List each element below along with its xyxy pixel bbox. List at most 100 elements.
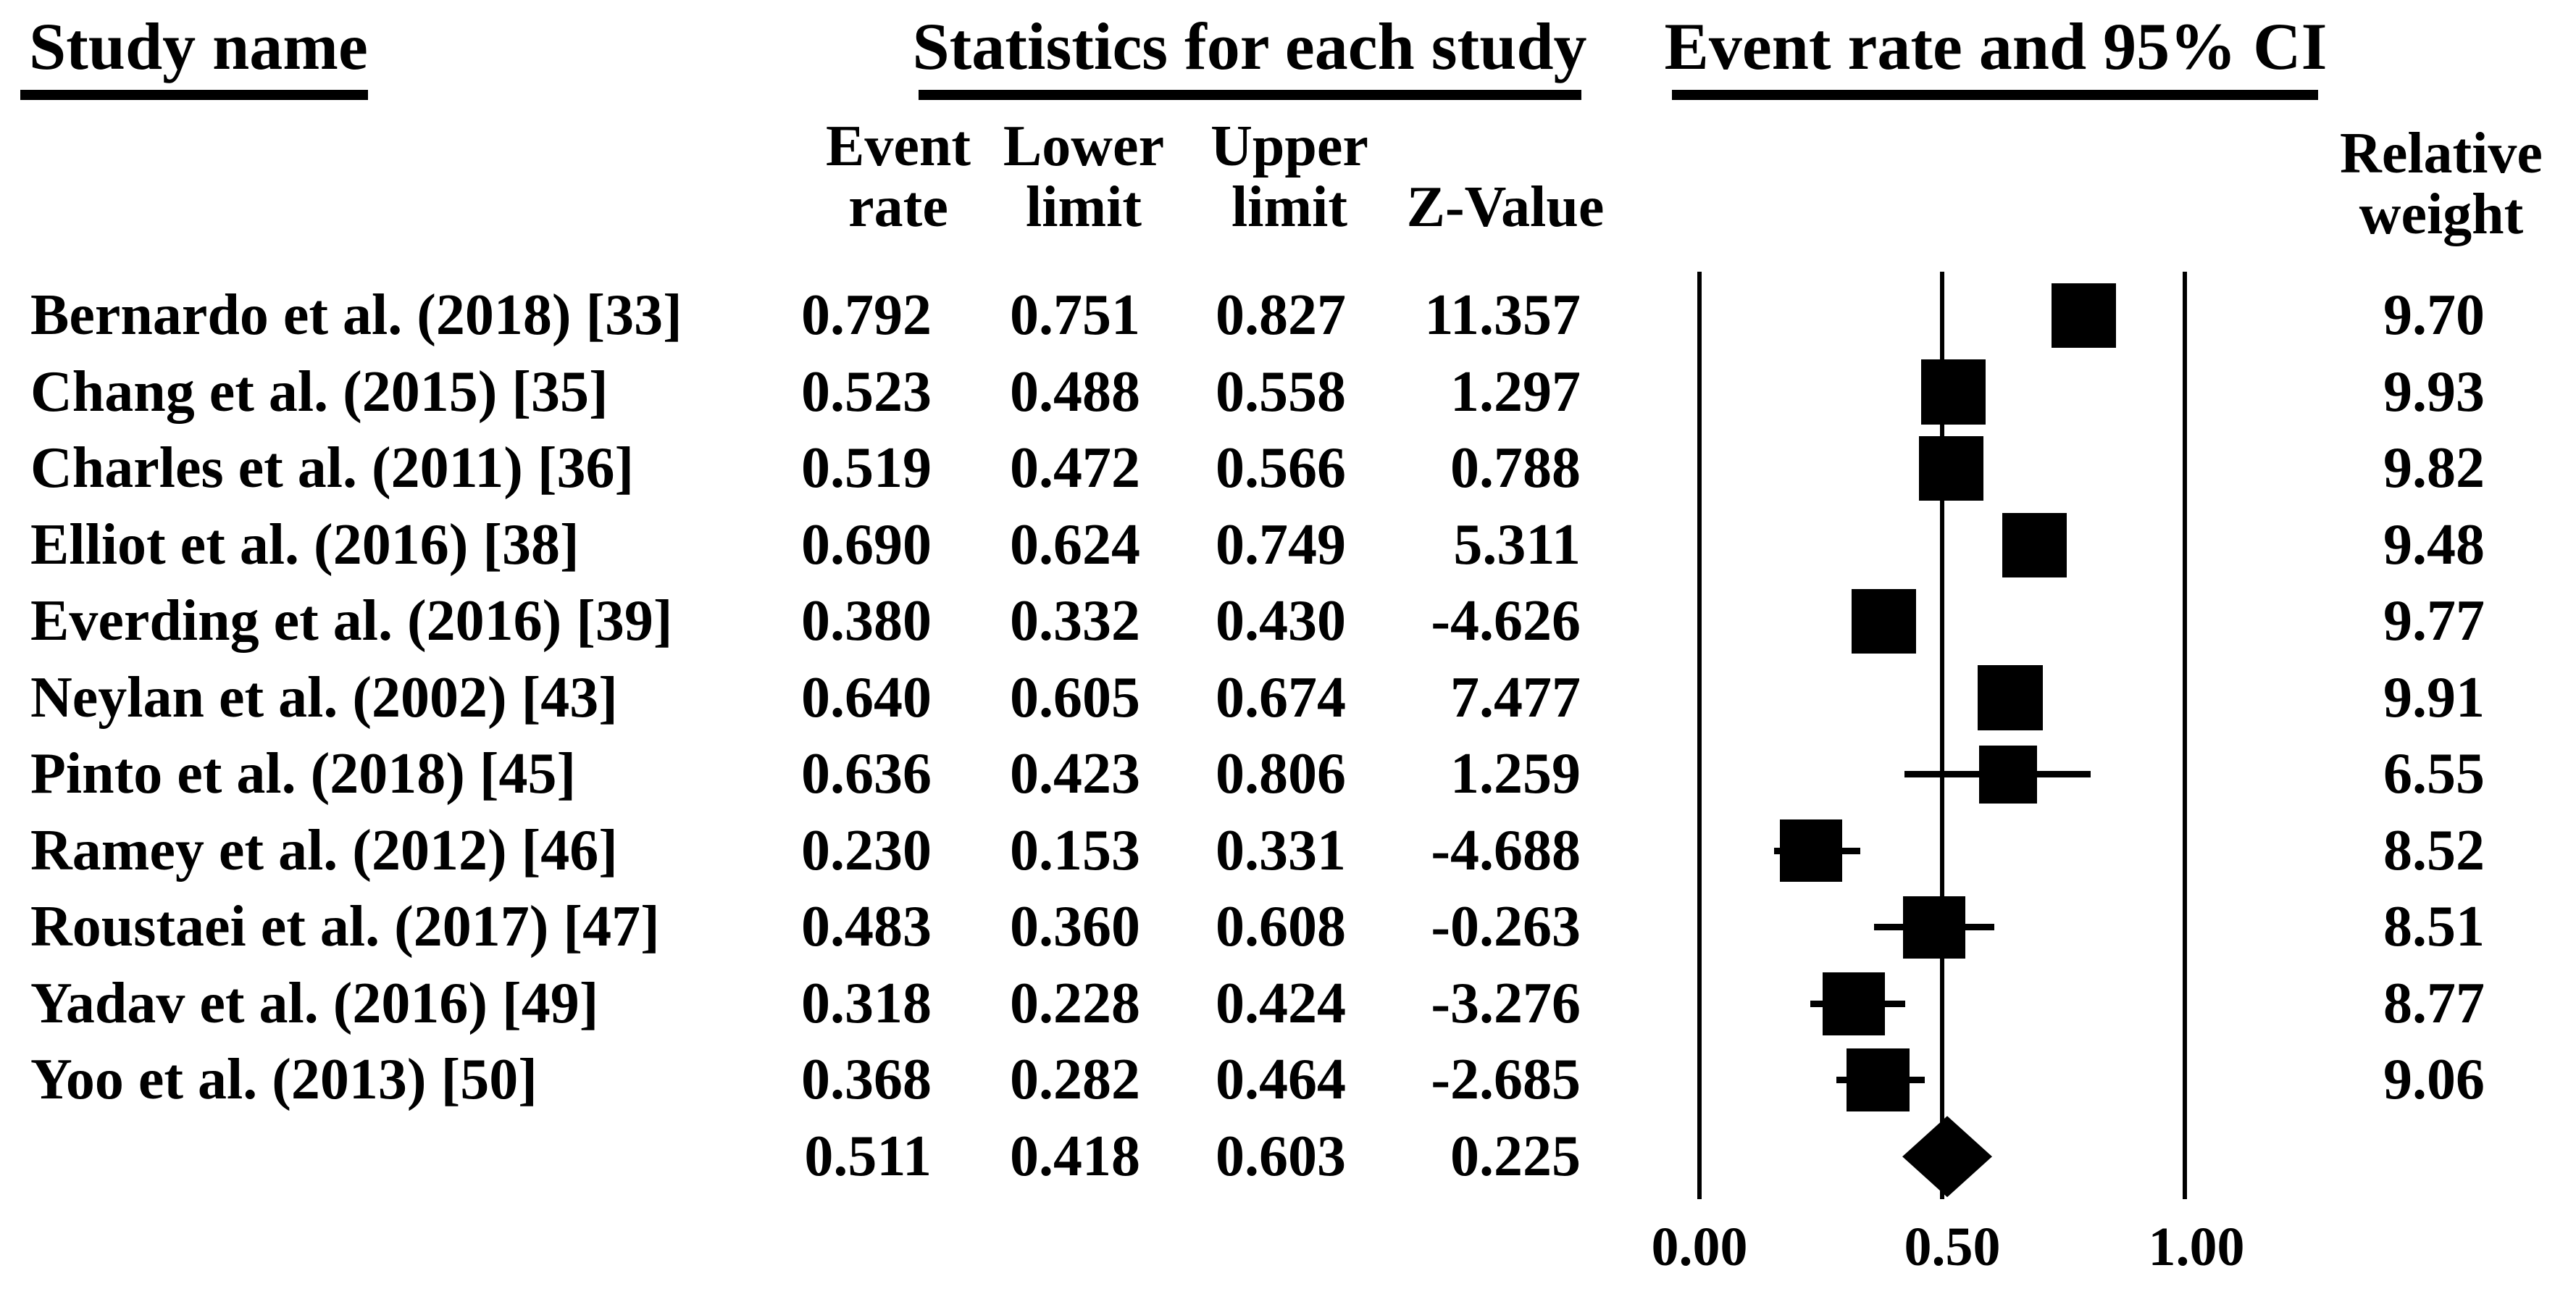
table-row: Neylan et al. (2002) [43] 0.640 0.605 0.674…	[0, 660, 2576, 737]
upper-limit-cell: 0.827	[1216, 283, 1346, 347]
upper-limit-cell: 0.674	[1216, 665, 1346, 730]
event-rate-cell: 0.792	[801, 283, 932, 347]
relative-weight-header-line1: Relative	[2340, 122, 2543, 185]
statistics-column-title: Statistics for each study	[912, 9, 1587, 83]
lower-limit-cell: 0.605	[1010, 665, 1140, 730]
relative-weight-cell: 9.82	[2383, 436, 2485, 500]
lower-limit-cell: 0.228	[1010, 971, 1140, 1035]
event-rate-cell: 0.318	[801, 971, 932, 1035]
z-value-cell: 7.477	[1450, 665, 1581, 730]
table-row: Roustaei et al. (2017) [47] 0.483 0.360 0.6…	[0, 889, 2576, 966]
lower-limit-cell: 0.282	[1010, 1048, 1140, 1111]
lower-limit-cell: 0.418	[1010, 1124, 1140, 1188]
axis-vline	[1697, 272, 1702, 1199]
lower-limit-header-line2: limit	[1026, 175, 1142, 239]
event-rate-square	[2052, 283, 2117, 349]
study-name-cell: Roustaei et al. (2017) [47]	[30, 895, 660, 959]
study-name-cell: Everding et al. (2016) [39]	[30, 589, 673, 653]
upper-limit-cell: 0.464	[1216, 1048, 1346, 1111]
relative-weight-cell: 8.51	[2383, 895, 2485, 959]
relative-weight-cell: 9.48	[2383, 512, 2485, 577]
lower-limit-cell: 0.472	[1010, 436, 1140, 500]
lower-limit-cell: 0.624	[1010, 512, 1140, 577]
event-rate-square	[1977, 665, 2043, 731]
x-tick-label: 1.00	[2148, 1217, 2245, 1277]
event-rate-cell: 0.368	[801, 1048, 932, 1111]
study-name-underline	[20, 90, 368, 100]
relative-weight-column-header: Relative weight	[2289, 123, 2576, 245]
event-rate-cell: 0.483	[801, 895, 932, 959]
upper-limit-cell: 0.603	[1216, 1124, 1346, 1188]
forest-plot-area	[1697, 272, 2187, 1199]
relative-weight-cell: 9.91	[2383, 665, 2485, 730]
lower-limit-column-header: Lower limit	[939, 116, 1229, 238]
event-rate-square	[1978, 745, 2038, 804]
summary-row: 0.511 0.418 0.603 0.225	[0, 1119, 2576, 1196]
event-rate-cell: 0.523	[801, 359, 932, 424]
lower-limit-cell: 0.332	[1010, 589, 1140, 653]
event-rate-square	[1846, 1048, 1910, 1112]
event-rate-ci-underline	[1672, 90, 2318, 100]
table-row: Everding et al. (2016) [39] 0.380 0.332 0.4…	[0, 583, 2576, 660]
event-rate-cell: 0.519	[801, 436, 932, 500]
relative-weight-header-line2: weight	[2359, 183, 2524, 246]
event-rate-header-line2: rate	[848, 175, 948, 239]
upper-limit-header-line2: limit	[1231, 175, 1347, 239]
event-rate-cell: 0.690	[801, 512, 932, 577]
upper-limit-cell: 0.430	[1216, 589, 1346, 653]
study-name-cell: Neylan et al. (2002) [43]	[30, 665, 618, 730]
upper-limit-cell: 0.608	[1216, 895, 1346, 959]
event-rate-cell: 0.640	[801, 665, 932, 730]
upper-limit-header-line1: Upper	[1210, 114, 1368, 178]
z-value-cell: 0.225	[1450, 1124, 1581, 1188]
lower-limit-cell: 0.423	[1010, 742, 1140, 806]
lower-limit-cell: 0.488	[1010, 359, 1140, 424]
z-value-cell: 1.259	[1450, 742, 1581, 806]
study-name-cell: Charles et al. (2011) [36]	[30, 436, 635, 500]
table-row: Elliot et al. (2016) [38] 0.690 0.624 0.749…	[0, 507, 2576, 584]
upper-limit-column-header: Upper limit	[1145, 116, 1434, 238]
z-value-cell: 5.311	[1453, 512, 1581, 577]
table-row: Yoo et al. (2013) [50] 0.368 0.282 0.464 -2.…	[0, 1042, 2576, 1119]
event-rate-cell: 0.380	[801, 589, 932, 653]
study-name-cell: Elliot et al. (2016) [38]	[30, 512, 580, 577]
relative-weight-cell: 6.55	[2383, 742, 2485, 806]
upper-limit-cell: 0.749	[1216, 512, 1346, 577]
upper-limit-cell: 0.806	[1216, 742, 1346, 806]
study-name-cell: Ramey et al. (2012) [46]	[30, 818, 618, 883]
event-rate-square	[1822, 972, 1886, 1035]
relative-weight-cell: 9.06	[2383, 1048, 2485, 1111]
x-tick-label: 0.50	[1904, 1217, 2001, 1277]
study-name-cell: Bernardo et al. (2018) [33]	[30, 283, 682, 347]
lower-limit-header-line1: Lower	[1003, 114, 1165, 178]
lower-limit-cell: 0.360	[1010, 895, 1140, 959]
study-name-cell: Yadav et al. (2016) [49]	[30, 971, 599, 1035]
event-rate-square	[2002, 512, 2067, 577]
axis-vline	[1940, 272, 1944, 1199]
study-name-column-title: Study name	[29, 9, 368, 83]
event-rate-square	[1902, 896, 1965, 959]
upper-limit-cell: 0.566	[1216, 436, 1346, 500]
relative-weight-cell: 9.70	[2383, 283, 2485, 347]
event-rate-header-line1: Event	[826, 114, 971, 178]
z-value-column-header: Z-Value	[1406, 175, 1605, 239]
table-row: Yadav et al. (2016) [49] 0.318 0.228 0.424 -…	[0, 966, 2576, 1043]
lower-limit-cell: 0.153	[1010, 818, 1140, 883]
upper-limit-cell: 0.424	[1216, 971, 1346, 1035]
table-row: Bernardo et al. (2018) [33] 0.792 0.751 0.8…	[0, 278, 2576, 354]
z-value-cell: -3.276	[1431, 971, 1581, 1035]
lower-limit-cell: 0.751	[1010, 283, 1140, 347]
z-value-cell: -4.626	[1431, 589, 1581, 653]
axis-vline	[2183, 272, 2187, 1199]
upper-limit-cell: 0.331	[1216, 818, 1346, 883]
event-rate-cell: 0.636	[801, 742, 932, 806]
x-tick-label: 0.00	[1651, 1217, 1748, 1277]
z-value-cell: 11.357	[1424, 283, 1581, 347]
relative-weight-cell: 8.52	[2383, 818, 2485, 883]
table-row: Ramey et al. (2012) [46] 0.230 0.153 0.331 -…	[0, 813, 2576, 890]
event-rate-square	[1918, 436, 1984, 501]
z-value-cell: -4.688	[1431, 818, 1581, 883]
event-rate-column-header: Event rate	[753, 116, 1043, 238]
